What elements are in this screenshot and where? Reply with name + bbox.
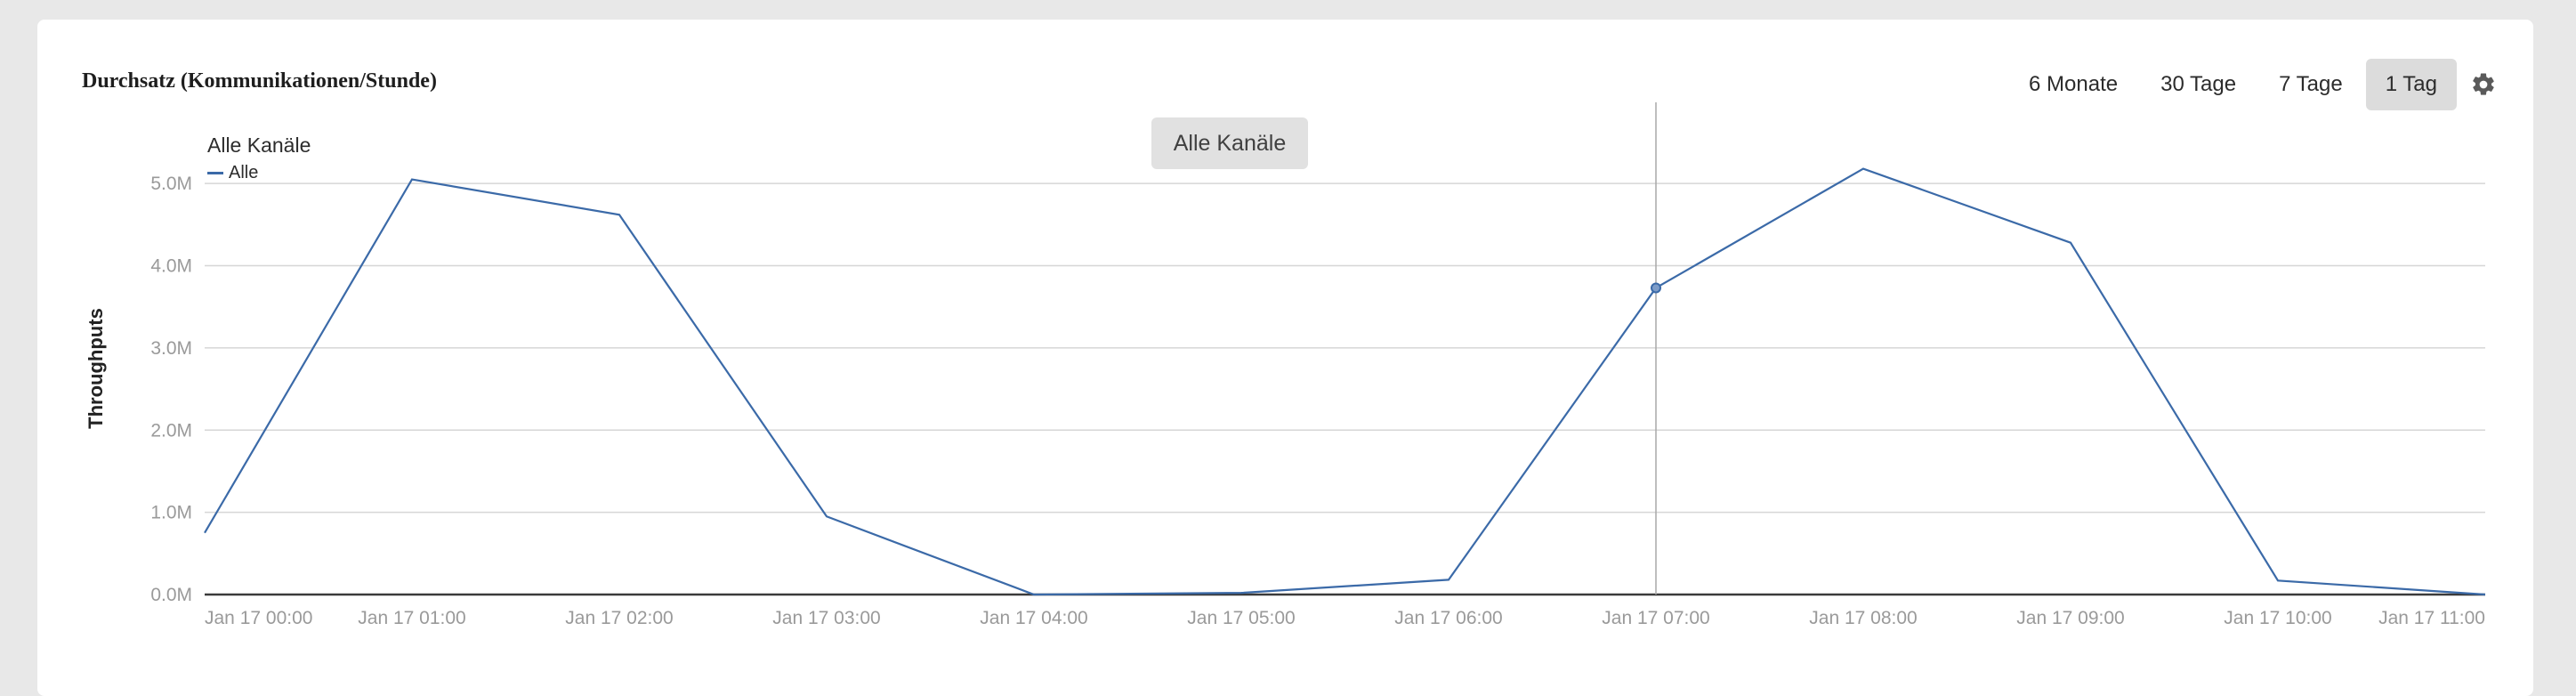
data-point bbox=[1651, 283, 1660, 292]
x-tick-label: Jan 17 03:00 bbox=[772, 608, 880, 628]
x-tick-label: Jan 17 08:00 bbox=[1809, 608, 1917, 628]
y-tick-label: 4.0M bbox=[150, 256, 192, 277]
x-tick-label: Jan 17 07:00 bbox=[1602, 608, 1709, 628]
x-tick-label: Jan 17 04:00 bbox=[980, 608, 1087, 628]
y-tick-label: 5.0M bbox=[150, 174, 192, 194]
x-tick-label: Jan 17 05:00 bbox=[1187, 608, 1295, 628]
y-tick-label: 1.0M bbox=[150, 503, 192, 523]
x-tick-label: Jan 17 06:00 bbox=[1394, 608, 1502, 628]
x-tick-label: Jan 17 11:00 bbox=[2378, 608, 2485, 628]
series-line-alle bbox=[205, 169, 2485, 595]
x-tick-label: Jan 17 02:00 bbox=[565, 608, 673, 628]
y-tick-label: 0.0M bbox=[150, 585, 192, 605]
x-tick-label: Jan 17 10:00 bbox=[2224, 608, 2331, 628]
x-tick-label: Jan 17 00:00 bbox=[205, 608, 312, 628]
x-tick-label: Jan 17 01:00 bbox=[358, 608, 465, 628]
y-tick-label: 2.0M bbox=[150, 420, 192, 441]
y-tick-label: 3.0M bbox=[150, 338, 192, 359]
x-tick-label: Jan 17 09:00 bbox=[2016, 608, 2124, 628]
